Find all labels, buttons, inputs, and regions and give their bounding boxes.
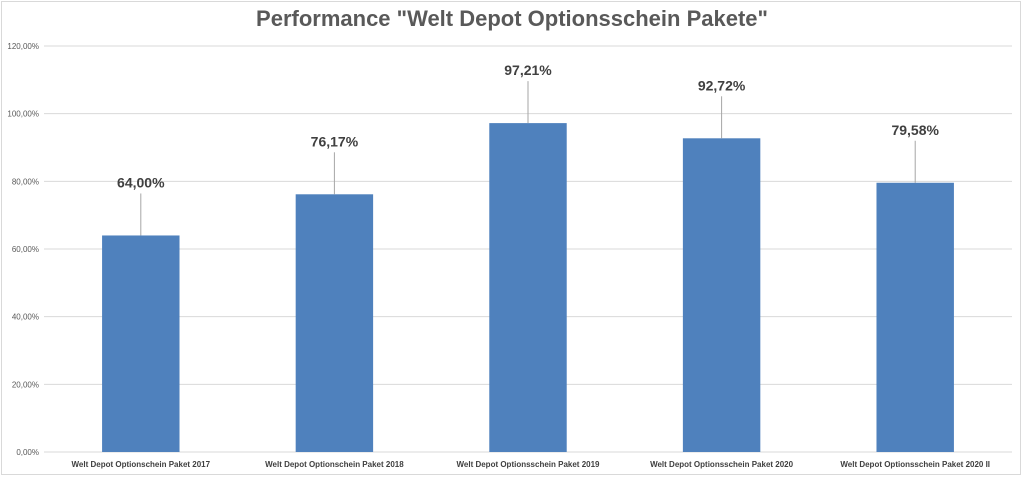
data-label: 64,00%: [117, 174, 165, 190]
bar: [682, 138, 761, 452]
y-tick-label: 100,00%: [7, 110, 39, 119]
bar: [876, 182, 954, 452]
y-tick-label: 60,00%: [12, 245, 39, 254]
bar: [295, 194, 374, 452]
x-category-label: Welt Depot Optionschein Paket 2018: [265, 460, 404, 469]
y-tick-label: 0,00%: [16, 448, 39, 457]
x-category-label: Welt Depot Optionsschein Paket 2020: [650, 460, 794, 469]
x-category-label: Welt Depot Optionschein Paket 2017: [72, 460, 211, 469]
chart-title: Performance "Welt Depot Optionsschein Pa…: [256, 6, 768, 31]
data-label: 92,72%: [698, 77, 746, 93]
x-category-label: Welt Depot Optionsschein Paket 2020 II: [840, 460, 990, 469]
data-label: 97,21%: [504, 62, 552, 78]
data-label: 79,58%: [891, 122, 939, 138]
y-tick-label: 80,00%: [12, 177, 39, 186]
y-tick-label: 40,00%: [12, 313, 39, 322]
y-tick-label: 20,00%: [12, 380, 39, 389]
bar: [102, 235, 180, 452]
bar: [489, 123, 567, 452]
y-tick-label: 120,00%: [7, 42, 39, 51]
x-category-label: Welt Depot Optionsschein Paket 2019: [456, 460, 600, 469]
data-label: 76,17%: [311, 133, 359, 149]
